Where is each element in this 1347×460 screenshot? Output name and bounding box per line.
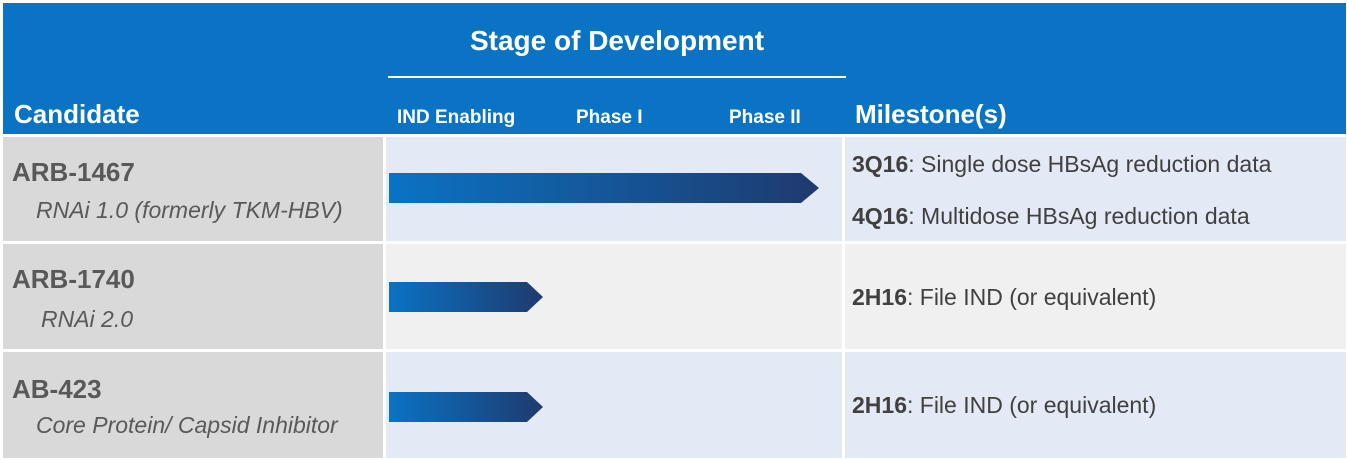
progress-arrow-bar (389, 173, 819, 203)
candidate-column-header: Candidate (14, 99, 140, 129)
candidate-cell: ARB-1467 RNAi 1.0 (formerly TKM-HBV) (3, 137, 383, 241)
milestone-line: 3Q16: Single dose HBsAg reduction data (852, 151, 1272, 177)
milestone-column-header: Milestone(s) (855, 99, 1007, 129)
candidate-description: RNAi 1.0 (formerly TKM-HBV) (36, 197, 343, 223)
phase-header-phase-i: Phase I (576, 107, 643, 128)
milestone-cell: 3Q16: Single dose HBsAg reduction data 4… (845, 137, 1346, 241)
phase-header-phase-ii: Phase II (729, 107, 801, 128)
progress-arrow-bar (389, 282, 543, 312)
stage-title-underline (388, 76, 846, 78)
stage-cell (386, 137, 842, 241)
table-header: Stage of Development Candidate IND Enabl… (3, 3, 1346, 134)
stage-cell (386, 352, 842, 458)
stage-cell (386, 244, 842, 349)
candidate-cell: AB-423 Core Protein/ Capsid Inhibitor (3, 352, 383, 458)
table-row: AB-423 Core Protein/ Capsid Inhibitor 2H… (3, 352, 1346, 458)
candidate-name: ARB-1740 (12, 264, 135, 294)
candidate-description: RNAi 2.0 (41, 306, 134, 332)
candidate-description: Core Protein/ Capsid Inhibitor (36, 412, 338, 438)
candidate-name: ARB-1467 (12, 157, 135, 187)
phase-header-ind-enabling: IND Enabling (397, 107, 516, 128)
progress-arrow-bar (389, 392, 543, 422)
milestone-cell: 2H16: File IND (or equivalent) (845, 244, 1346, 349)
candidate-name: AB-423 (12, 374, 102, 404)
milestone-line: 2H16: File IND (or equivalent) (852, 392, 1157, 418)
milestone-cell: 2H16: File IND (or equivalent) (845, 352, 1346, 458)
stage-of-development-title: Stage of Development (469, 25, 765, 56)
candidate-cell: ARB-1740 RNAi 2.0 (3, 244, 383, 349)
table-row: ARB-1467 RNAi 1.0 (formerly TKM-HBV) 3Q1… (3, 137, 1346, 241)
milestone-line: 4Q16: Multidose HBsAg reduction data (852, 203, 1250, 229)
milestone-line: 2H16: File IND (or equivalent) (852, 284, 1157, 310)
table-row: ARB-1740 RNAi 2.0 2H16: File IND (or equ… (3, 244, 1346, 349)
